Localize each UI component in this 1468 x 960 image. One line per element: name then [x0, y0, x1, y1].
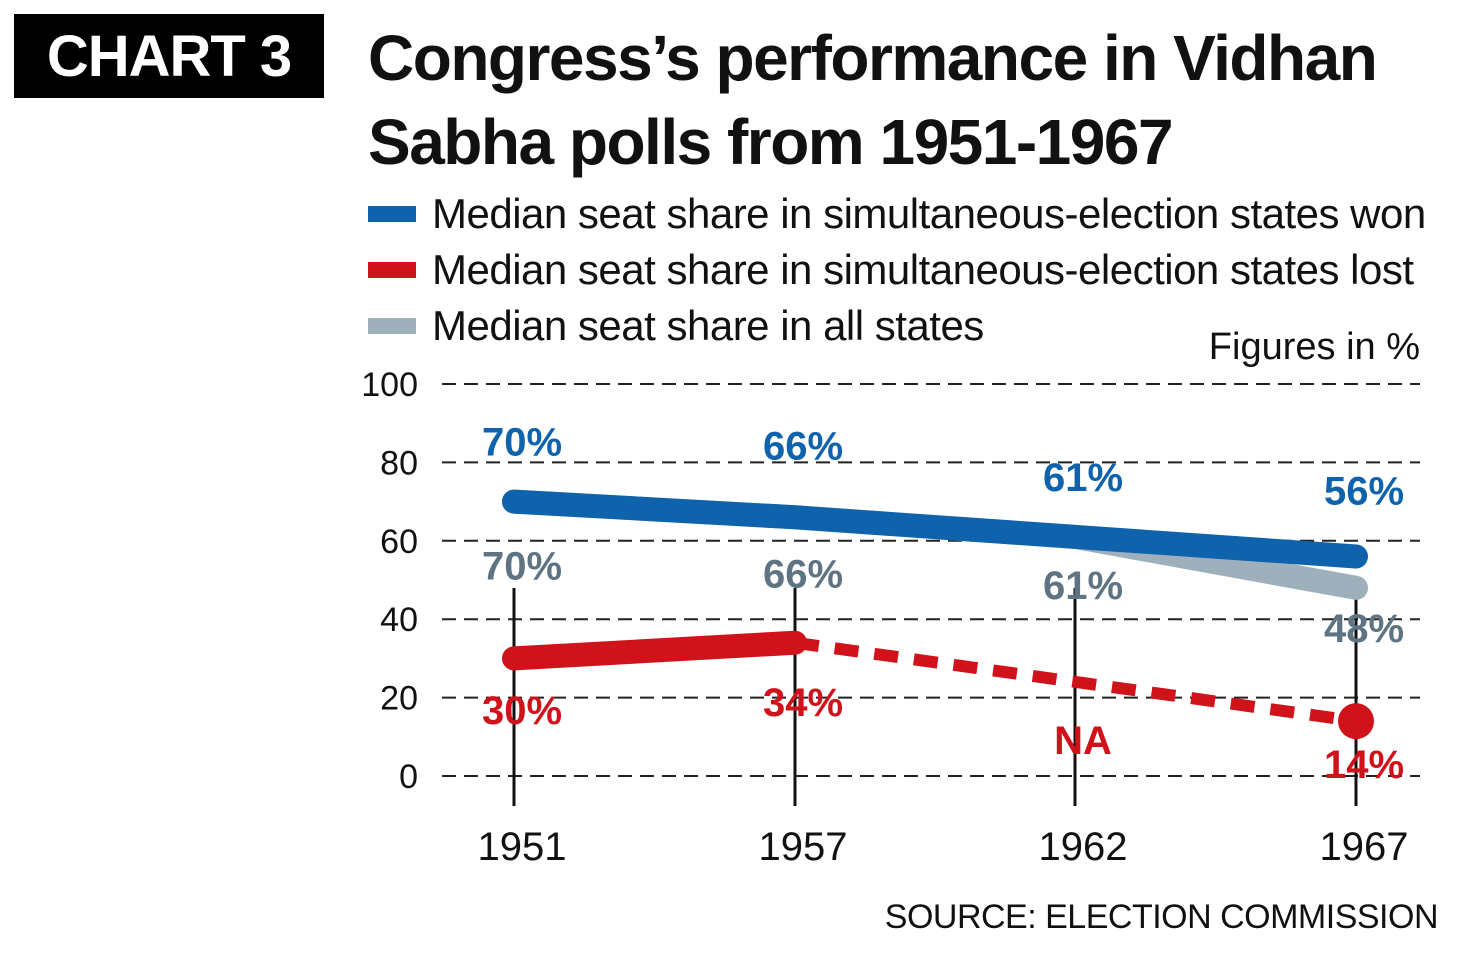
figures-note: Figures in % [1208, 326, 1420, 368]
data-label-won-1951: 70% [482, 421, 562, 465]
data-label-won-1957: 66% [763, 424, 843, 468]
series-point-lost-1967 [1338, 703, 1374, 740]
x-tick-label-1951: 1951 [478, 825, 567, 869]
legend-item-won: Median seat share in simultaneous-electi… [368, 186, 1426, 242]
y-tick-label-0: 0 [399, 758, 418, 796]
data-label-all-1967: 48% [1324, 607, 1404, 651]
y-tick-label-60: 60 [380, 523, 418, 561]
legend-swatch-all [368, 318, 416, 334]
y-tick-label-40: 40 [380, 601, 418, 639]
legend: Median seat share in simultaneous-electi… [368, 186, 1426, 354]
data-label-lost-1962: NA [1054, 719, 1112, 763]
source-note: SOURCE: ELECTION COMMISSION [884, 898, 1439, 936]
series-line-lost-solid [502, 630, 807, 671]
x-tick-label-1957: 1957 [759, 825, 848, 869]
data-label-won-1962: 61% [1043, 456, 1123, 500]
data-label-all-1957: 66% [763, 552, 843, 596]
legend-label-all: Median seat share in all states [432, 302, 984, 349]
data-label-all-1962: 61% [1043, 564, 1123, 608]
x-tick-label-1967: 1967 [1320, 825, 1409, 869]
data-label-won-1967: 56% [1324, 469, 1404, 513]
data-label-all-1951: 70% [482, 545, 562, 589]
chart-title: Congress’s performance in Vidhan Sabha p… [368, 22, 1378, 178]
data-label-lost-1957: 34% [763, 681, 843, 725]
y-tick-label-100: 100 [361, 366, 418, 404]
data-label-lost-1951: 30% [482, 689, 562, 733]
legend-item-all: Median seat share in all states [368, 298, 1426, 354]
y-tick-label-80: 80 [380, 444, 418, 482]
data-label-lost-1967: 14% [1324, 743, 1404, 787]
legend-swatch-won [368, 206, 416, 222]
chart-badge: CHART 3 [14, 14, 324, 98]
series-line-won [502, 489, 1368, 569]
series-line-lost-dashed [794, 636, 1357, 728]
legend-item-lost: Median seat share in simultaneous-electi… [368, 242, 1426, 298]
legend-label-lost: Median seat share in simultaneous-electi… [432, 246, 1414, 293]
legend-label-won: Median seat share in simultaneous-electi… [432, 190, 1426, 237]
x-tick-label-1962: 1962 [1039, 825, 1128, 869]
legend-swatch-lost [368, 262, 416, 278]
y-tick-label-20: 20 [380, 680, 418, 718]
